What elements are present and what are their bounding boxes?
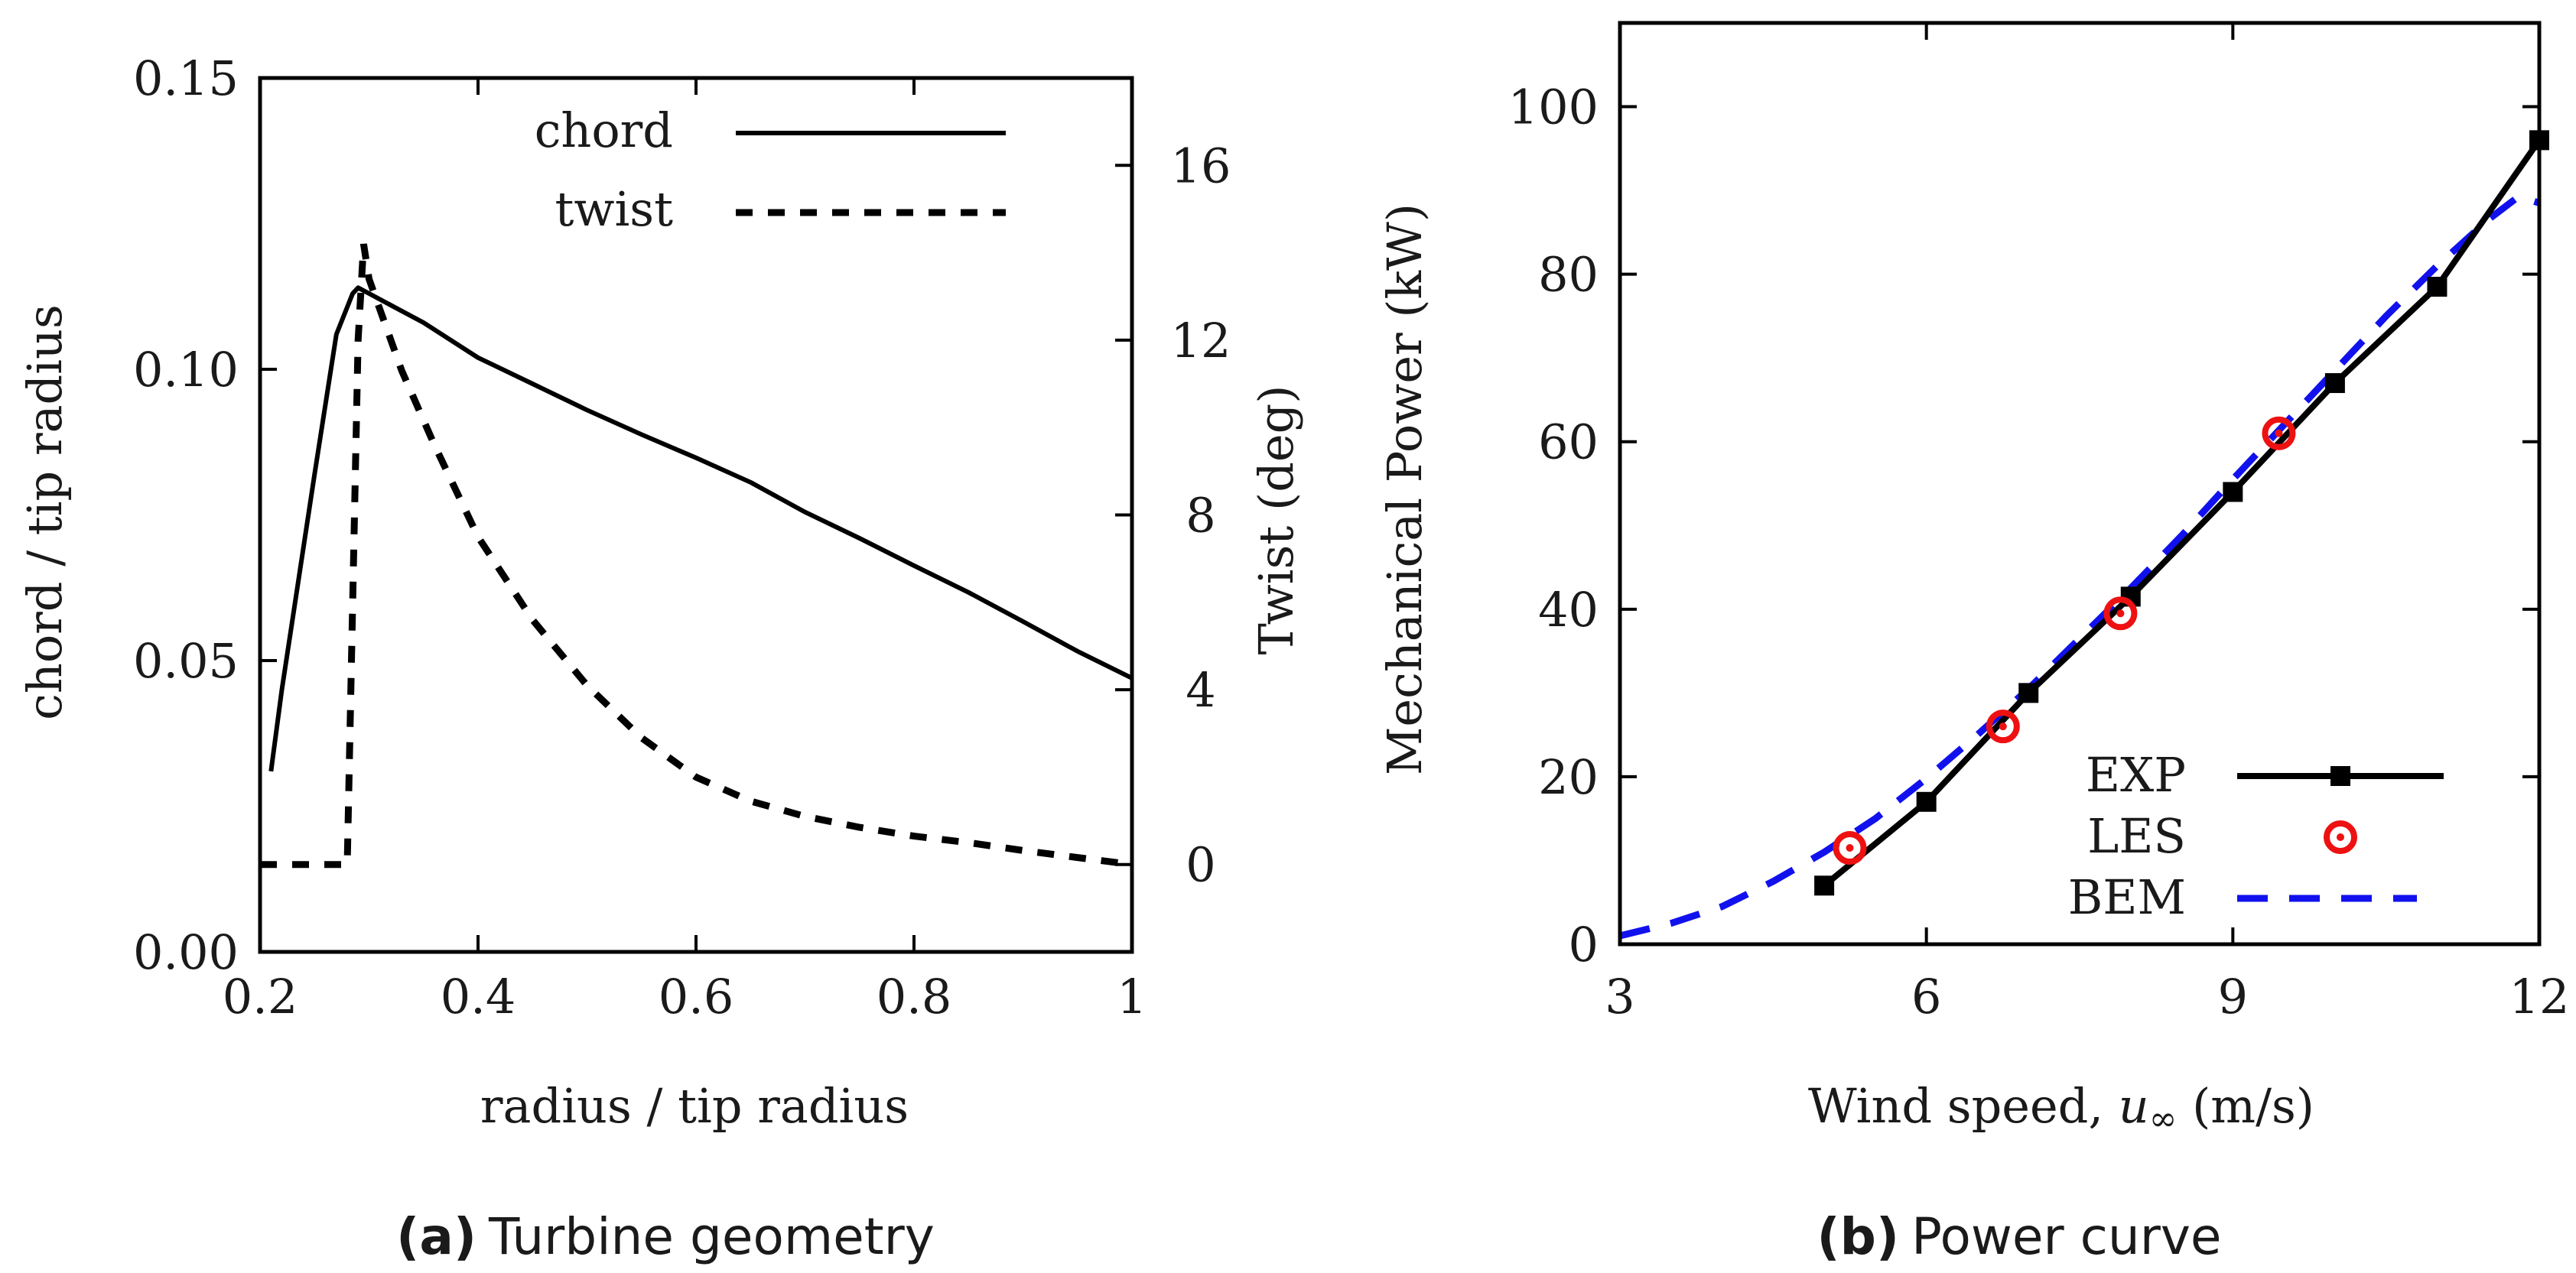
les-marker bbox=[1833, 831, 1867, 865]
x-label-sub: ∞ bbox=[2149, 1099, 2178, 1138]
y2-tick-label: 4 bbox=[1186, 662, 1215, 718]
x-tick-label: 0.4 bbox=[441, 969, 516, 1025]
caption-b-text: Power curve bbox=[1911, 1207, 2221, 1266]
bem-series-line bbox=[1618, 193, 2541, 940]
turbine-geometry-y2-axis-label: Twist (deg) bbox=[1248, 385, 1304, 655]
caption-a-tag: (a) bbox=[396, 1207, 476, 1266]
twist-series-line bbox=[260, 243, 1133, 869]
turbine-geometry-chart: 0.2 0.4 0.6 0.8 1 0.00 0.05 0.10 0.15 0 4 8 12 16 cho… bbox=[17, 50, 1304, 1134]
x-tick-label: 0.8 bbox=[877, 969, 952, 1025]
power-curve-y-axis-label: Mechanical Power (kW) bbox=[1377, 203, 1433, 775]
power-curve-ticks: 3 6 9 12 0 20 40 60 80 100 bbox=[1508, 23, 2570, 1025]
x-label-prefix: Wind speed, bbox=[1808, 1078, 2119, 1134]
les-marker-dot bbox=[2275, 429, 2283, 437]
y2-tick-label: 8 bbox=[1186, 488, 1215, 544]
caption-a: (a) Turbine geometry bbox=[396, 1207, 935, 1266]
turbine-geometry-x-axis-label: radius / tip radius bbox=[480, 1078, 909, 1134]
x-tick-label: 12 bbox=[2509, 969, 2570, 1025]
chord-series-line bbox=[268, 285, 1134, 772]
les-marker-dot bbox=[1999, 723, 2007, 731]
turbine-geometry-plot-frame bbox=[258, 76, 1134, 954]
caption-a-text: Turbine geometry bbox=[488, 1207, 935, 1266]
y-tick-label: 0.05 bbox=[133, 633, 239, 689]
legend-chord-label: chord bbox=[535, 102, 673, 158]
les-marker bbox=[2103, 596, 2138, 631]
exp-marker bbox=[1814, 875, 1835, 896]
power-curve-series bbox=[1618, 130, 2549, 940]
les-marker bbox=[1986, 710, 2020, 744]
turbine-geometry-y-axis-label: chord / tip radius bbox=[17, 304, 73, 720]
les-marker-dot bbox=[2116, 609, 2125, 618]
y-tick-label: 80 bbox=[1538, 247, 1599, 303]
turbine-geometry-ticks: 0.2 0.4 0.6 0.8 1 0.00 0.05 0.10 0.15 0 4 8 12 16 bbox=[133, 50, 1231, 1025]
x-tick-label: 3 bbox=[1605, 969, 1634, 1025]
y-tick-label: 0.15 bbox=[133, 50, 239, 106]
y-tick-label: 60 bbox=[1538, 414, 1599, 470]
y-tick-label: 20 bbox=[1538, 749, 1599, 805]
caption-b: (b) Power curve bbox=[1817, 1207, 2221, 1266]
y-tick-label: 100 bbox=[1508, 80, 1599, 135]
legend-les-label: LES bbox=[2087, 808, 2186, 864]
power-curve-x-axis-label: Wind speed, u∞ (m/s) bbox=[1808, 1078, 2314, 1138]
legend-exp-marker bbox=[2330, 766, 2350, 786]
les-marker-dot bbox=[1846, 844, 1854, 852]
caption-b-tag: (b) bbox=[1817, 1207, 1899, 1266]
y2-tick-label: 16 bbox=[1171, 138, 1231, 193]
x-label-suffix: (m/s) bbox=[2177, 1078, 2314, 1134]
x-label-var: u bbox=[2119, 1078, 2149, 1134]
y-tick-label: 40 bbox=[1538, 582, 1599, 638]
y-tick-label: 0.00 bbox=[133, 924, 239, 980]
turbine-geometry-series bbox=[260, 243, 1134, 869]
exp-marker bbox=[2018, 683, 2039, 703]
exp-marker bbox=[2427, 277, 2448, 297]
exp-marker bbox=[2324, 373, 2345, 394]
x-tick-label: 1 bbox=[1117, 969, 1147, 1025]
legend-bem-label: BEM bbox=[2068, 869, 2186, 925]
legend-les-marker bbox=[2324, 820, 2357, 854]
turbine-geometry-legend: chord twist bbox=[535, 102, 1006, 237]
y-tick-label: 0.10 bbox=[133, 342, 239, 398]
exp-series-line bbox=[1822, 138, 2542, 888]
y2-tick-label: 0 bbox=[1186, 837, 1215, 893]
legend-les-marker-dot bbox=[2337, 833, 2344, 841]
exp-marker bbox=[1916, 791, 1937, 812]
x-tick-label: 0.6 bbox=[659, 969, 734, 1025]
y2-tick-label: 12 bbox=[1171, 313, 1231, 369]
y-tick-label: 0 bbox=[1569, 917, 1599, 973]
x-tick-label: 9 bbox=[2218, 969, 2248, 1025]
x-tick-label: 6 bbox=[1911, 969, 1941, 1025]
legend-exp-label: EXP bbox=[2086, 747, 2186, 803]
les-marker bbox=[2262, 416, 2296, 450]
legend-twist-label: twist bbox=[555, 181, 673, 237]
x-tick-label: 0.2 bbox=[223, 969, 298, 1025]
power-curve-plot-frame bbox=[1618, 21, 2542, 947]
exp-marker bbox=[2223, 482, 2243, 502]
